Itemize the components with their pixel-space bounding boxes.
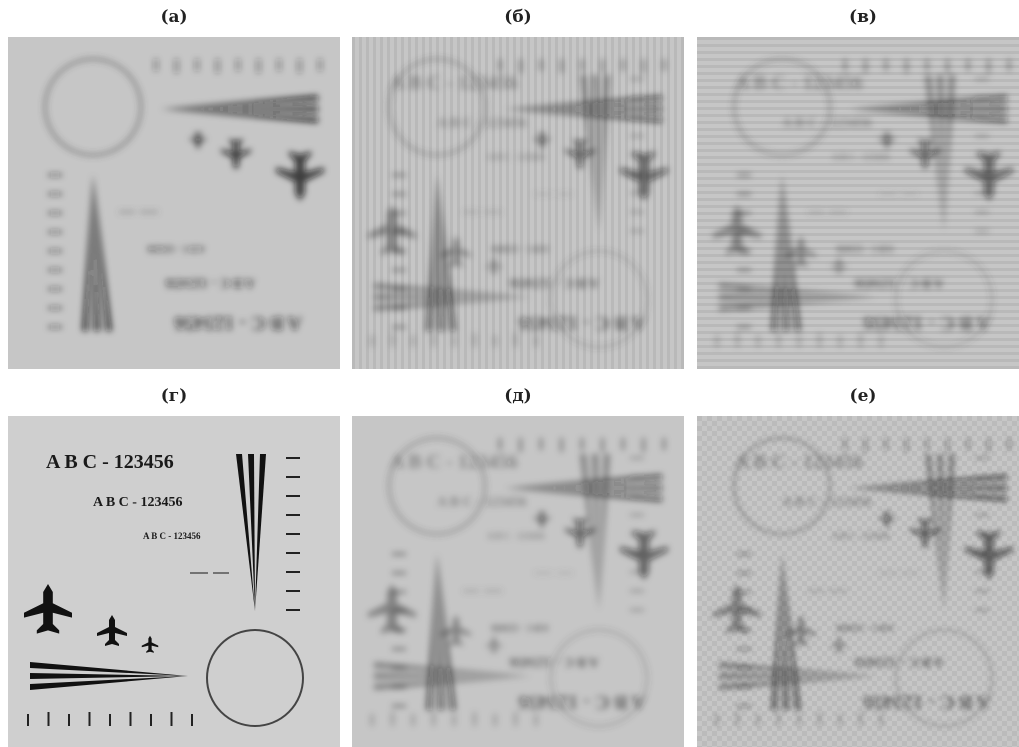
panel: A B C - 123456 A B C - 123456 A B C - 1234…	[697, 37, 1019, 369]
pattern-text: A B C - 123456	[735, 451, 863, 473]
pattern-text: A B C - 123456	[166, 275, 255, 290]
pattern-text: A B C - 123456	[143, 531, 201, 541]
pattern-text: A B C - 123456	[782, 116, 871, 131]
figure: (а)A B C - 123456A B C - 123456A B C - 1…	[0, 0, 1019, 747]
pattern-text: A B C - 123456	[518, 312, 646, 334]
pattern-text: A B C - 123456	[487, 531, 545, 541]
pattern-text: A B C - 123456	[518, 691, 646, 713]
panel-label: (в)	[849, 7, 877, 27]
pattern-text: A B C - 123456	[390, 72, 518, 94]
panel-label: (е)	[850, 386, 877, 406]
pattern-text: A B C - 123456	[93, 495, 182, 510]
panel-label: (д)	[504, 386, 531, 406]
pattern-text: A B C - 123456	[836, 623, 894, 633]
pattern-text: A B C - 123456	[735, 72, 863, 94]
pattern-text: A B C - 123456	[491, 623, 549, 633]
pattern-text: A B C - 123456	[782, 495, 871, 510]
pattern-text: A B C - 123456	[832, 152, 890, 162]
panel-label: (б)	[504, 7, 531, 27]
pattern-text: A B C - 123456	[390, 451, 518, 473]
pattern-text: A B C - 123456	[863, 691, 991, 713]
panel: A B C - 123456 A B C - 123456 A B C - 1234…	[352, 37, 684, 369]
pattern-text: A B C - 123456	[437, 495, 526, 510]
pattern-text: A B C - 123456	[836, 244, 894, 254]
pattern-text: A B C - 123456	[832, 531, 890, 541]
pattern-text: A B C - 123456	[491, 244, 549, 254]
panel: A B C - 123456 A B C - 123456 A B C - 1234…	[8, 37, 340, 369]
pattern-text: A B C - 123456	[147, 244, 205, 254]
panel: A B C - 123456 A B C - 123456 A B C - 1234…	[352, 416, 684, 747]
pattern-text: A B C - 123456	[487, 152, 545, 162]
panel-label: (г)	[161, 386, 188, 406]
panel: A B C - 123456 A B C - 123456 A B C - 1234…	[8, 416, 340, 747]
pattern-text: A B C - 123456	[437, 116, 526, 131]
pattern-text: A B C - 123456	[863, 312, 991, 334]
pattern-text: A B C - 123456	[174, 312, 302, 334]
page: {"panels": [ {"label": "(а)"}, {"label":…	[0, 0, 1019, 747]
panel-label: (а)	[160, 7, 187, 27]
pattern-text: A B C - 123456	[46, 451, 174, 473]
panel: A B C - 123456 A B C - 123456 A B C - 1234…	[697, 416, 1019, 747]
